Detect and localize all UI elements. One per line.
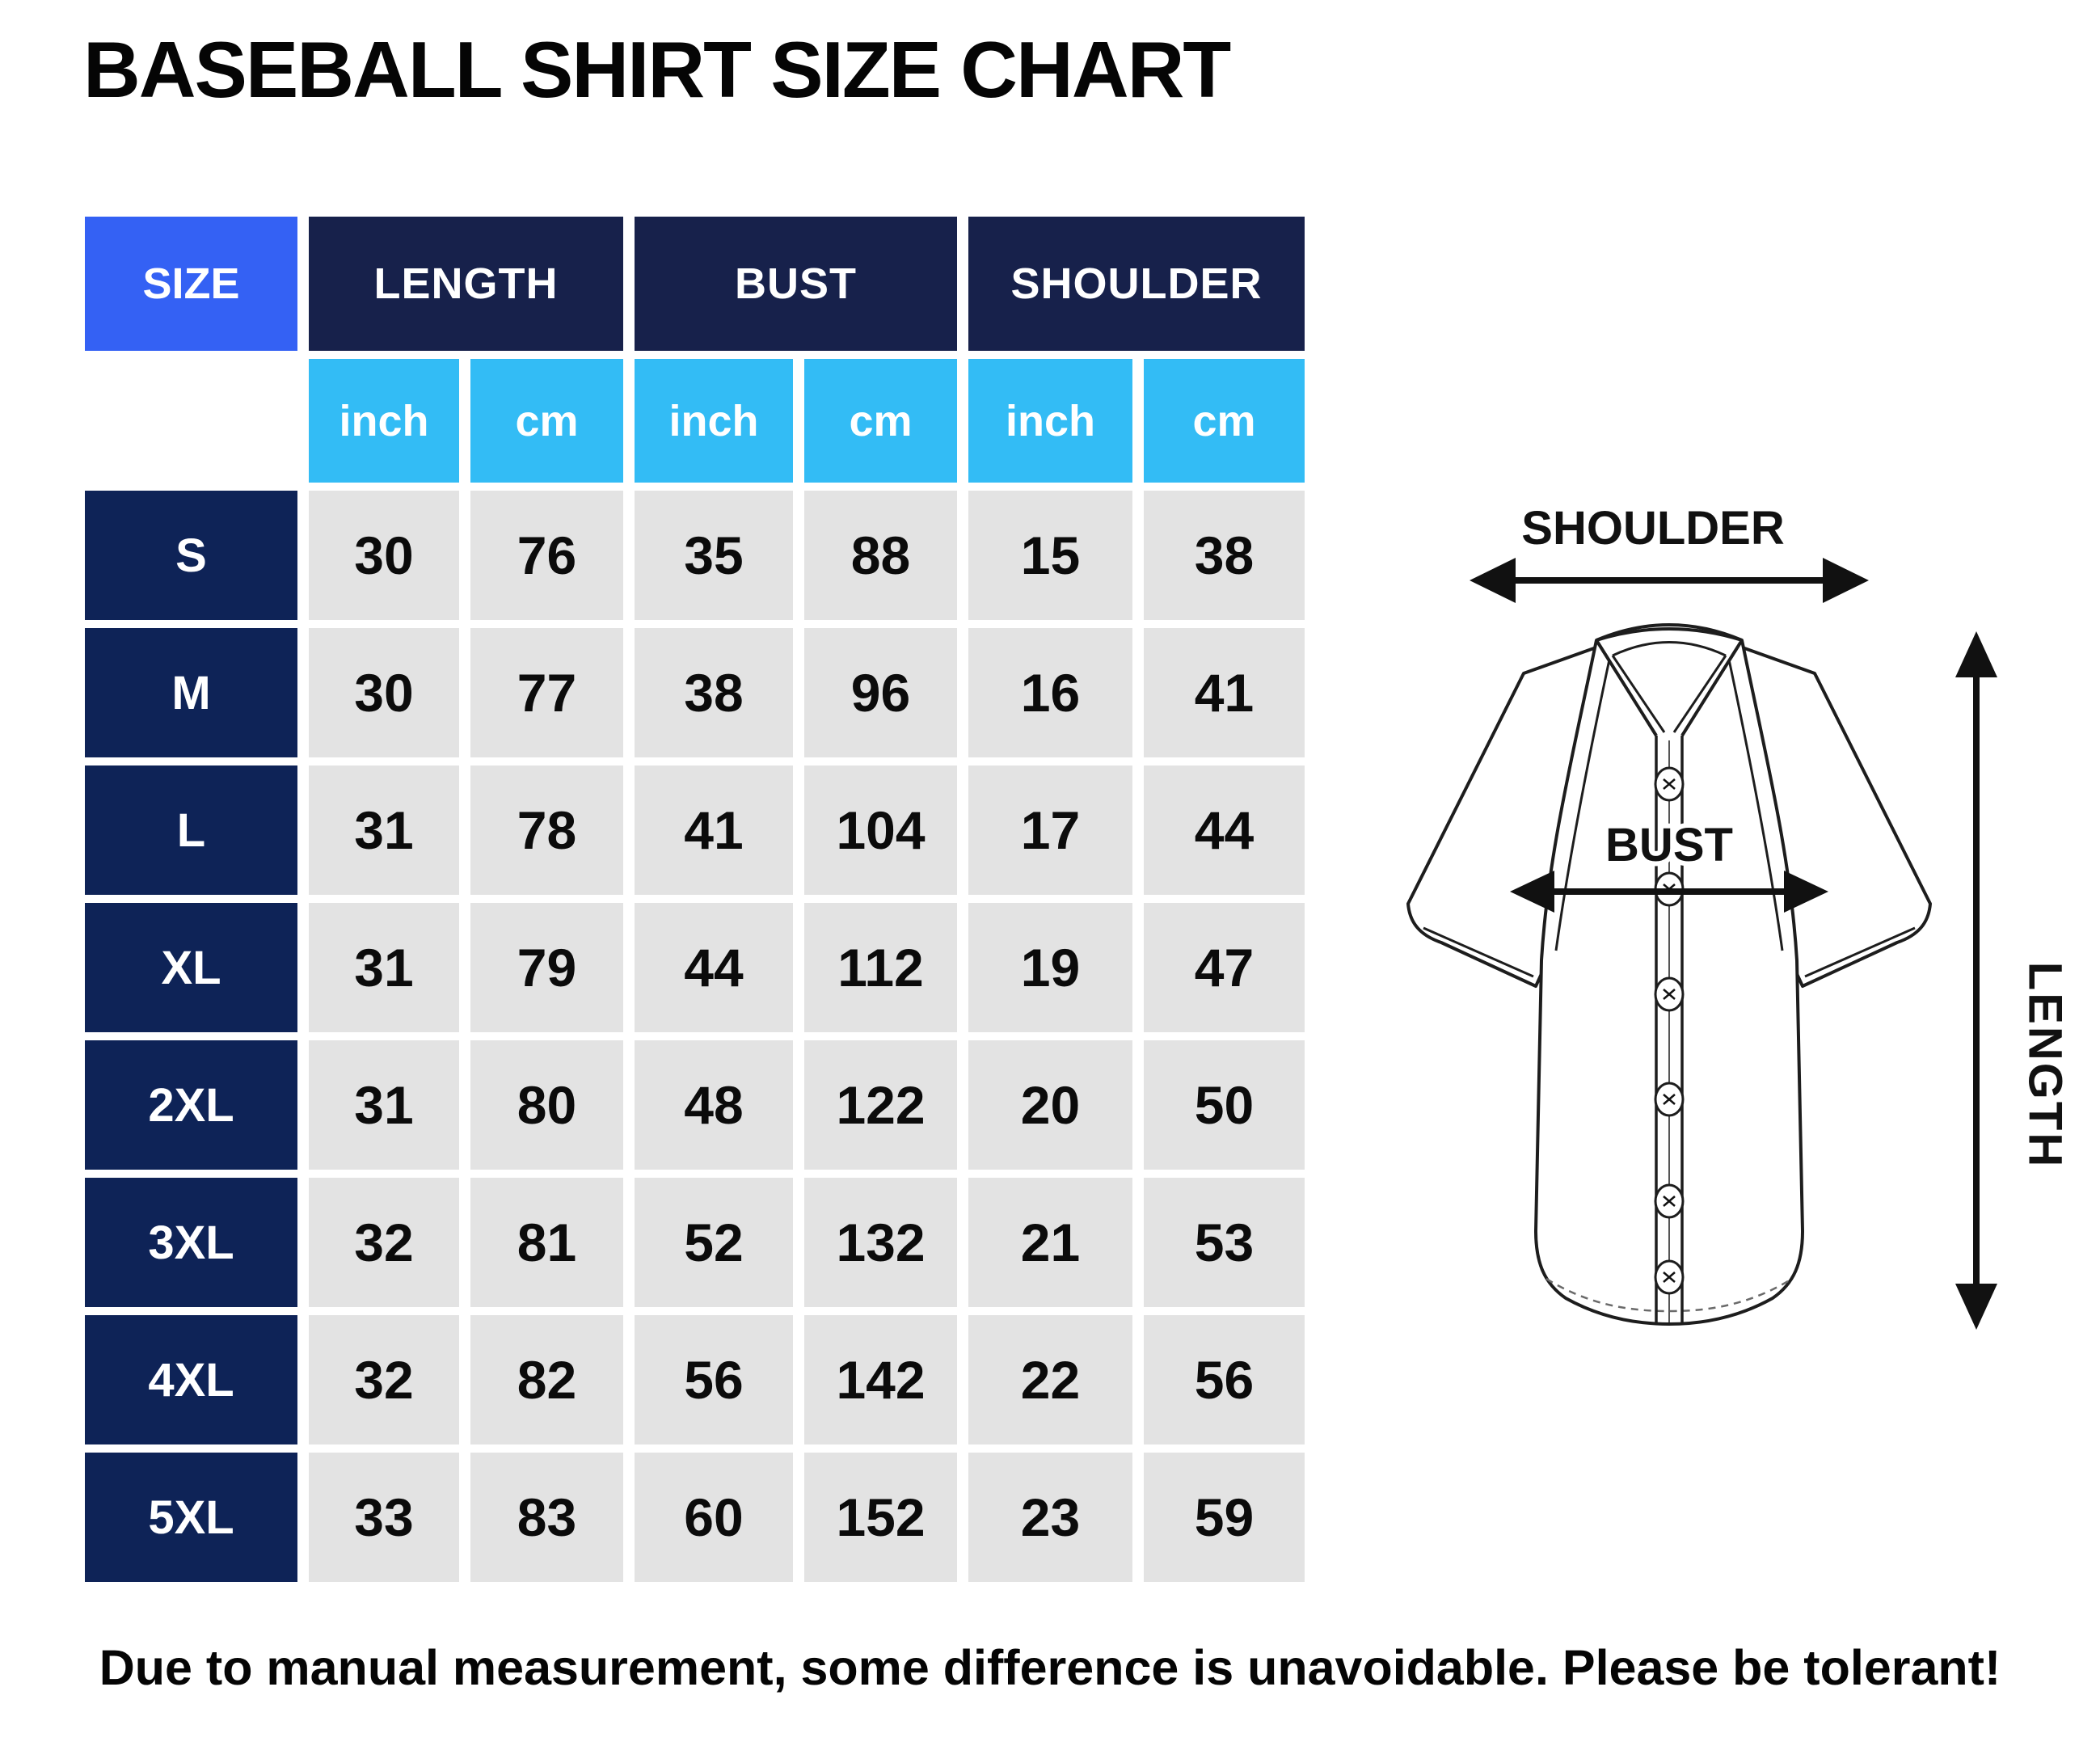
size-value-cell: 52 — [635, 1178, 793, 1307]
bust-group-header: BUST — [635, 217, 957, 351]
shoulder-arrow — [1470, 558, 1869, 603]
size-value-cell: 15 — [968, 491, 1132, 620]
jersey-measurement-diagram: SHOULDER — [1406, 502, 2072, 1330]
shoulder-inch-header: inch — [968, 359, 1132, 483]
size-value-cell: 44 — [635, 903, 793, 1032]
size-value-cell: 41 — [1144, 628, 1305, 757]
size-value-cell: 19 — [968, 903, 1132, 1032]
size-value-cell: 33 — [309, 1453, 459, 1582]
length-cm-header: cm — [470, 359, 623, 483]
bust-cm-header: cm — [804, 359, 957, 483]
bust-arrow — [1510, 871, 1828, 913]
size-row-label: 5XL — [85, 1453, 297, 1582]
size-row-label: 3XL — [85, 1178, 297, 1307]
size-value-cell: 132 — [804, 1178, 957, 1307]
jersey-buttons — [1654, 766, 1685, 1295]
size-row-label: 2XL — [85, 1040, 297, 1170]
size-value-cell: 21 — [968, 1178, 1132, 1307]
size-value-cell: 122 — [804, 1040, 957, 1170]
size-value-cell: 32 — [309, 1315, 459, 1444]
size-column-header: SIZE — [85, 217, 297, 351]
size-value-cell: 31 — [309, 765, 459, 895]
size-value-cell: 20 — [968, 1040, 1132, 1170]
shoulder-cm-header: cm — [1144, 359, 1305, 483]
size-value-cell: 76 — [470, 491, 623, 620]
length-group-header: LENGTH — [309, 217, 623, 351]
size-value-cell: 47 — [1144, 903, 1305, 1032]
size-value-cell: 16 — [968, 628, 1132, 757]
measurement-disclaimer: Due to manual measurement, some differen… — [99, 1640, 2001, 1695]
bust-dimension-label: BUST — [1605, 819, 1733, 871]
size-value-cell: 30 — [309, 628, 459, 757]
page-title: BASEBALL SHIRT SIZE CHART — [83, 25, 1231, 114]
unit-row-spacer — [85, 359, 297, 483]
size-value-cell: 31 — [309, 903, 459, 1032]
size-value-cell: 112 — [804, 903, 957, 1032]
size-row-label: L — [85, 765, 297, 895]
size-value-cell: 80 — [470, 1040, 623, 1170]
size-row-label: XL — [85, 903, 297, 1032]
size-value-cell: 31 — [309, 1040, 459, 1170]
length-dimension-label: LENGTH — [2019, 962, 2072, 1169]
size-value-cell: 79 — [470, 903, 623, 1032]
size-row-label: S — [85, 491, 297, 620]
size-row-label: M — [85, 628, 297, 757]
size-value-cell: 78 — [470, 765, 623, 895]
shoulder-group-header: SHOULDER — [968, 217, 1305, 351]
size-value-cell: 81 — [470, 1178, 623, 1307]
size-value-cell: 48 — [635, 1040, 793, 1170]
length-arrow — [1955, 631, 1997, 1330]
size-chart-table: SIZE LENGTH BUST SHOULDER inch cm inch c… — [85, 217, 1305, 1582]
size-value-cell: 30 — [309, 491, 459, 620]
size-value-cell: 17 — [968, 765, 1132, 895]
size-value-cell: 77 — [470, 628, 623, 757]
length-inch-header: inch — [309, 359, 459, 483]
shoulder-dimension-label: SHOULDER — [1521, 502, 1784, 555]
size-value-cell: 44 — [1144, 765, 1305, 895]
size-value-cell: 41 — [635, 765, 793, 895]
size-value-cell: 35 — [635, 491, 793, 620]
size-value-cell: 82 — [470, 1315, 623, 1444]
size-value-cell: 88 — [804, 491, 957, 620]
bust-inch-header: inch — [635, 359, 793, 483]
size-value-cell: 56 — [635, 1315, 793, 1444]
size-value-cell: 50 — [1144, 1040, 1305, 1170]
size-value-cell: 142 — [804, 1315, 957, 1444]
size-value-cell: 152 — [804, 1453, 957, 1582]
size-value-cell: 38 — [635, 628, 793, 757]
size-value-cell: 56 — [1144, 1315, 1305, 1444]
size-value-cell: 53 — [1144, 1178, 1305, 1307]
size-value-cell: 83 — [470, 1453, 623, 1582]
size-row-label: 4XL — [85, 1315, 297, 1444]
size-value-cell: 59 — [1144, 1453, 1305, 1582]
baseball-jersey-illustration — [1406, 623, 1932, 1326]
size-value-cell: 23 — [968, 1453, 1132, 1582]
size-value-cell: 60 — [635, 1453, 793, 1582]
size-value-cell: 22 — [968, 1315, 1132, 1444]
size-value-cell: 38 — [1144, 491, 1305, 620]
size-value-cell: 32 — [309, 1178, 459, 1307]
size-value-cell: 96 — [804, 628, 957, 757]
size-value-cell: 104 — [804, 765, 957, 895]
